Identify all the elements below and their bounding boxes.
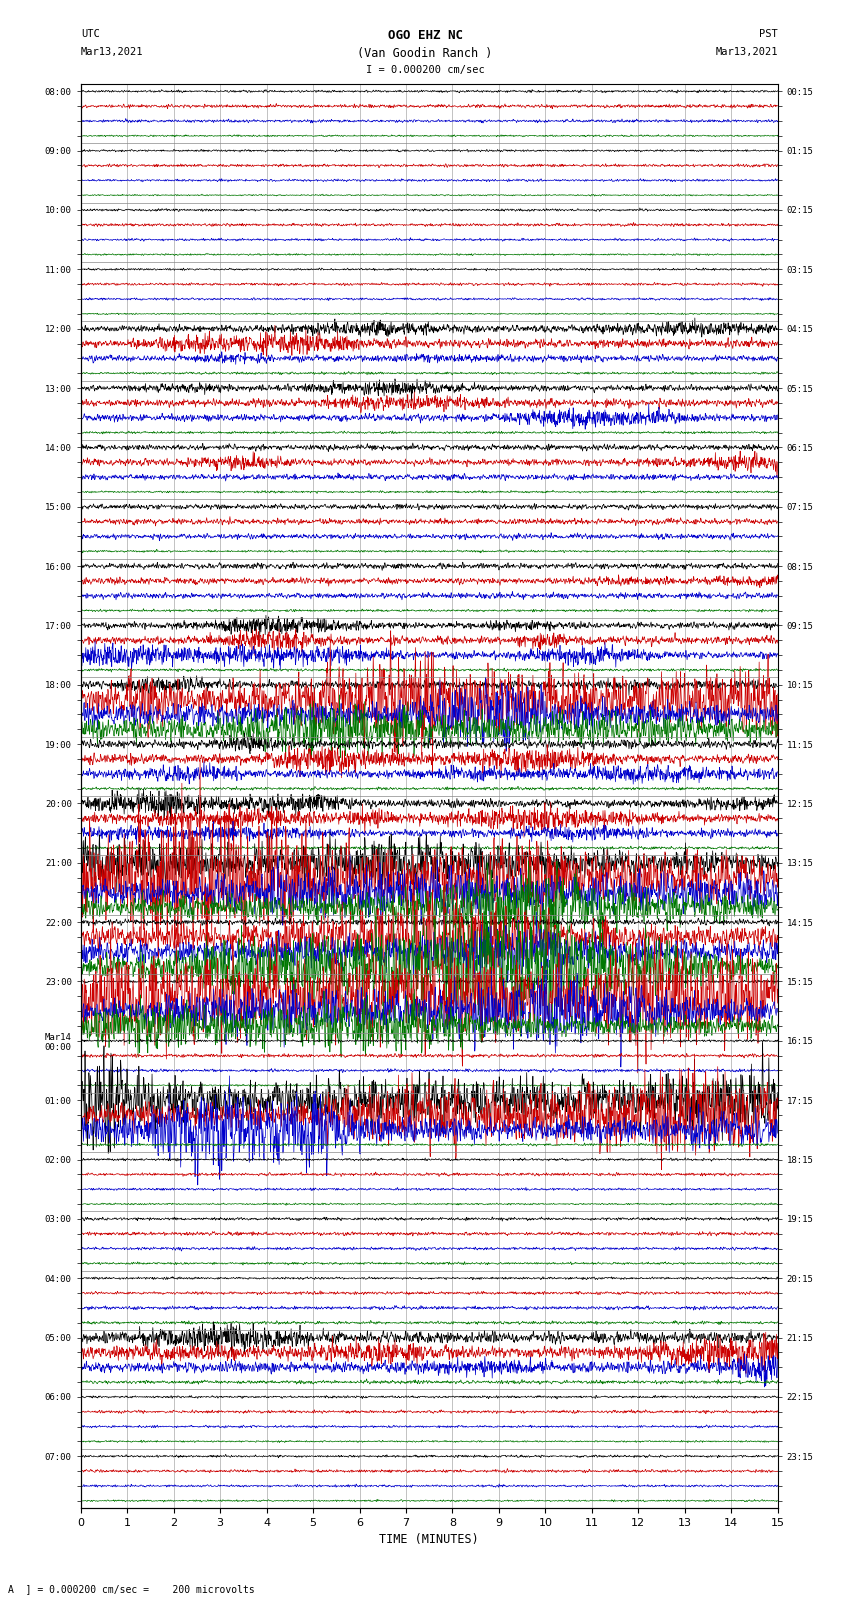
Text: I = 0.000200 cm/sec: I = 0.000200 cm/sec xyxy=(366,65,484,74)
Text: UTC: UTC xyxy=(81,29,99,39)
Text: Mar13,2021: Mar13,2021 xyxy=(81,47,144,56)
Text: Mar13,2021: Mar13,2021 xyxy=(715,47,778,56)
Text: (Van Goodin Ranch ): (Van Goodin Ranch ) xyxy=(357,47,493,60)
X-axis label: TIME (MINUTES): TIME (MINUTES) xyxy=(379,1534,479,1547)
Text: A  ] = 0.000200 cm/sec =    200 microvolts: A ] = 0.000200 cm/sec = 200 microvolts xyxy=(8,1584,255,1594)
Text: OGO EHZ NC: OGO EHZ NC xyxy=(388,29,462,42)
Text: PST: PST xyxy=(759,29,778,39)
